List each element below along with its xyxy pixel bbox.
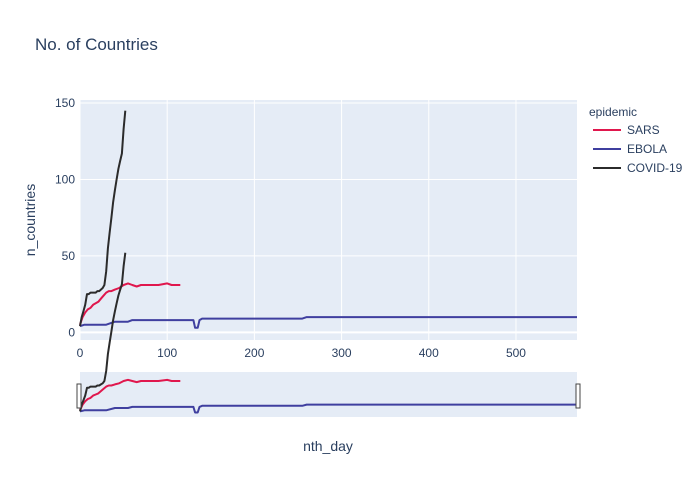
legend-item-covid-19[interactable]: COVID-19: [593, 161, 683, 175]
legend-label: SARS: [627, 123, 660, 137]
y-tick-labels: 0 50 100 150: [55, 96, 75, 339]
range-slider-right-handle[interactable]: [575, 383, 581, 409]
x-axis-title: nth_day: [303, 438, 353, 454]
x-tick-label: 300: [332, 346, 352, 360]
range-slider-left-handle[interactable]: [76, 383, 82, 409]
legend-label: EBOLA: [627, 142, 667, 156]
legend-item-ebola[interactable]: EBOLA: [593, 142, 667, 156]
slider-line-ebola: [79, 403, 577, 414]
slider-line-covid-19: [79, 252, 127, 412]
legend-item-sars[interactable]: SARS: [593, 123, 660, 137]
main-series-lines: [79, 110, 577, 329]
x-tick-label: 200: [244, 346, 264, 360]
x-tick-labels: 0 100 200 300 400 500: [77, 346, 527, 360]
x-tick-label: 400: [419, 346, 439, 360]
y-tick-label: 150: [55, 96, 75, 110]
x-tick-label: 100: [157, 346, 177, 360]
legend-label: COVID-19: [627, 161, 683, 175]
series-line-covid-19[interactable]: [79, 110, 127, 327]
x-gridlines: [79, 100, 517, 340]
y-tick-label: 50: [62, 249, 76, 263]
plot-area[interactable]: [80, 100, 577, 340]
series-line-ebola[interactable]: [79, 316, 577, 329]
series-line-sars[interactable]: [79, 282, 181, 326]
range-slider-lines: [79, 252, 577, 414]
x-tick-label: 0: [77, 346, 84, 360]
chart-title: No. of Countries: [35, 35, 158, 54]
slider-line-sars: [79, 378, 181, 411]
legend[interactable]: SARS EBOLA COVID-19: [593, 123, 683, 175]
y-axis-title: n_countries: [22, 184, 38, 256]
y-tick-label: 100: [55, 172, 75, 186]
legend-title: epidemic: [589, 105, 637, 119]
y-tick-label: 0: [68, 325, 75, 339]
x-tick-label: 500: [506, 346, 526, 360]
range-slider[interactable]: [80, 372, 577, 417]
y-gridlines: [80, 102, 577, 334]
